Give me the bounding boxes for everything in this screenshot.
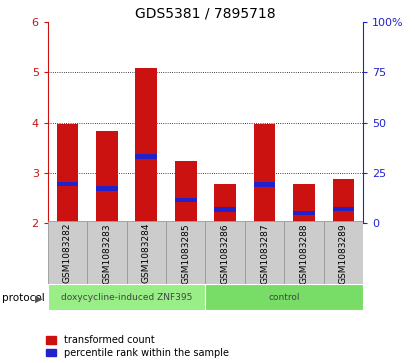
Bar (332, 179, 354, 223)
Bar (135, 68, 157, 223)
Text: GSM1083289: GSM1083289 (339, 223, 348, 284)
Bar (166, 221, 205, 285)
Text: GSM1083286: GSM1083286 (221, 223, 229, 284)
Text: ▶: ▶ (35, 293, 42, 303)
Text: control: control (269, 293, 300, 302)
Text: GSM1083284: GSM1083284 (142, 223, 151, 284)
Bar (324, 221, 363, 285)
Bar (48, 221, 87, 285)
Bar (332, 207, 354, 211)
Legend: transformed count, percentile rank within the sample: transformed count, percentile rank withi… (46, 335, 229, 358)
Bar (48, 284, 205, 310)
Title: GDS5381 / 7895718: GDS5381 / 7895718 (135, 7, 276, 21)
Bar (293, 184, 315, 223)
Text: protocol: protocol (2, 293, 45, 303)
Text: GSM1083283: GSM1083283 (103, 223, 111, 284)
Bar (96, 186, 118, 191)
Bar (293, 211, 315, 215)
Bar (135, 154, 157, 159)
Text: GSM1083285: GSM1083285 (181, 223, 190, 284)
Bar (254, 182, 276, 187)
Bar (56, 124, 78, 223)
Text: doxycycline-induced ZNF395: doxycycline-induced ZNF395 (61, 293, 192, 302)
Bar (205, 284, 363, 310)
Bar (87, 221, 127, 285)
Bar (175, 198, 197, 202)
Bar (214, 207, 236, 212)
Text: GSM1083288: GSM1083288 (300, 223, 308, 284)
Bar (284, 221, 324, 285)
Text: GSM1083287: GSM1083287 (260, 223, 269, 284)
Bar (205, 221, 245, 285)
Bar (175, 161, 197, 223)
Bar (245, 221, 284, 285)
Text: GSM1083282: GSM1083282 (63, 223, 72, 284)
Bar (96, 131, 118, 223)
Bar (214, 184, 236, 223)
Bar (254, 124, 276, 223)
Bar (127, 221, 166, 285)
Bar (56, 182, 78, 186)
